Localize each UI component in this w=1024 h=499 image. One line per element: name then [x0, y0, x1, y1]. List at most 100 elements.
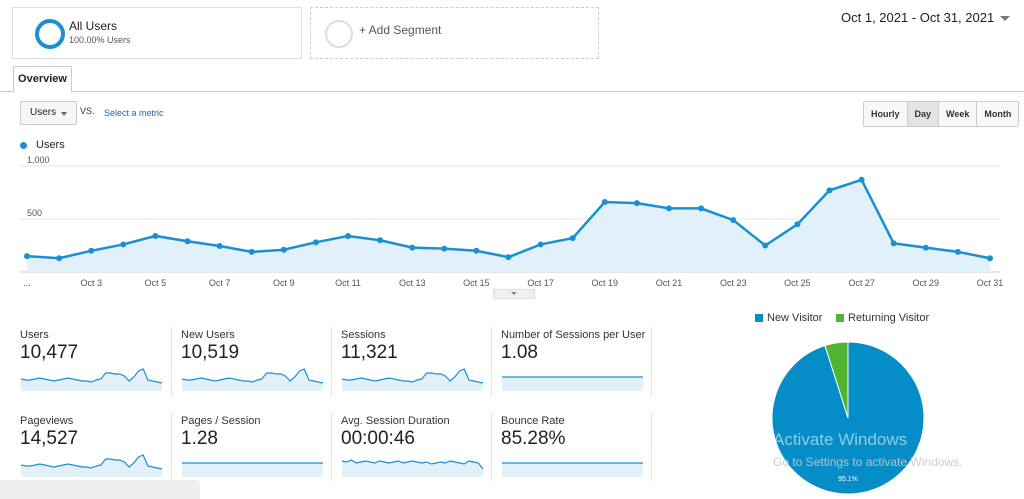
- y-tick-label: 1,000: [27, 155, 50, 165]
- sparkline-area: [502, 377, 643, 391]
- x-tick-label: Oct 11: [335, 278, 361, 288]
- week-button[interactable]: Week: [939, 102, 978, 126]
- kpi-value: 85.28%: [501, 428, 566, 449]
- data-point[interactable]: [312, 239, 319, 246]
- kpi-value: 11,321: [341, 342, 398, 363]
- kpi-pageviews[interactable]: Pageviews 14,527: [20, 415, 170, 477]
- data-point[interactable]: [537, 241, 544, 248]
- x-tick-label: Oct 9: [273, 278, 295, 288]
- data-point[interactable]: [216, 243, 223, 250]
- kpi-bounce-rate[interactable]: Bounce Rate 85.28%: [501, 415, 651, 477]
- sparkline: [182, 462, 323, 477]
- tab-overview[interactable]: Overview: [13, 66, 72, 93]
- data-point[interactable]: [601, 199, 608, 206]
- x-tick-label: Oct 29: [913, 278, 940, 288]
- data-point[interactable]: [88, 247, 95, 254]
- data-point[interactable]: [409, 244, 416, 251]
- kpi-sessions[interactable]: Sessions 11,321: [341, 329, 491, 391]
- kpi-new-users[interactable]: New Users 10,519: [181, 329, 331, 391]
- data-point[interactable]: [890, 240, 897, 247]
- metric-select-label: Users: [30, 107, 57, 118]
- day-button[interactable]: Day: [907, 102, 940, 126]
- data-point[interactable]: [762, 242, 769, 249]
- x-tick-label: Oct 5: [145, 278, 167, 288]
- data-point[interactable]: [826, 187, 833, 194]
- sparkline-line: [20, 454, 163, 470]
- data-point[interactable]: [698, 205, 705, 212]
- x-tick-label: Oct 17: [527, 278, 554, 288]
- data-point[interactable]: [56, 255, 63, 262]
- data-point[interactable]: [473, 247, 480, 254]
- kpi-value: 10,519: [181, 342, 240, 363]
- data-point[interactable]: [377, 237, 384, 244]
- sparkline: [502, 376, 643, 391]
- kpi-name: Number of Sessions per User: [501, 329, 646, 341]
- segment-all-users[interactable]: All Users 100.00% Users: [12, 7, 302, 59]
- bottom-scrollbar[interactable]: [0, 480, 200, 499]
- x-tick-label: Oct 23: [720, 278, 747, 288]
- x-tick-label: Oct 3: [80, 278, 102, 288]
- data-point[interactable]: [248, 248, 255, 255]
- pie-slice-returning-visitor[interactable]: [824, 341, 849, 419]
- kpi-value: 1.28: [181, 428, 218, 449]
- chevron-down-icon: [511, 292, 517, 295]
- chart-collapse-handle[interactable]: [493, 289, 535, 299]
- divider: [171, 412, 172, 482]
- legend-label: New Visitor: [767, 312, 823, 324]
- kpi-users[interactable]: Users 10,477: [20, 329, 170, 391]
- divider: [491, 412, 492, 482]
- series-color-dot: [20, 142, 27, 149]
- data-point[interactable]: [505, 254, 512, 261]
- kpi-name: Users: [20, 329, 49, 341]
- metric-select[interactable]: Users: [20, 101, 77, 125]
- vs-label: VS.: [80, 106, 95, 116]
- data-point[interactable]: [954, 248, 961, 255]
- select-metric-link[interactable]: Select a metric: [104, 108, 164, 118]
- data-point[interactable]: [858, 176, 865, 183]
- sparkline-area: [342, 460, 483, 477]
- kpi-sessions-per-user[interactable]: Number of Sessions per User 1.08: [501, 329, 651, 391]
- add-segment-ring-icon: [325, 20, 353, 48]
- data-point[interactable]: [633, 200, 640, 207]
- sparkline-area: [21, 369, 162, 391]
- chevron-down-icon[interactable]: [1000, 16, 1010, 21]
- data-point[interactable]: [794, 221, 801, 228]
- kpi-pages-per-session[interactable]: Pages / Session 1.28: [181, 415, 331, 477]
- add-segment-button[interactable]: + Add Segment: [310, 7, 599, 59]
- sparkline-line: [20, 368, 163, 384]
- date-range-picker[interactable]: Oct 1, 2021 - Oct 31, 2021: [841, 10, 995, 25]
- kpi-name: Pages / Session: [181, 415, 261, 427]
- data-point[interactable]: [280, 246, 287, 253]
- legend-label: Returning Visitor: [848, 312, 930, 324]
- data-point[interactable]: [152, 232, 159, 239]
- data-point[interactable]: [120, 241, 127, 248]
- data-point[interactable]: [24, 253, 30, 260]
- chevron-down-icon: [61, 112, 67, 116]
- data-point[interactable]: [345, 232, 351, 239]
- data-point[interactable]: [730, 217, 737, 224]
- kpi-name: Bounce Rate: [501, 415, 565, 427]
- watermark-title: Activate Windows: [773, 430, 908, 449]
- data-point[interactable]: [987, 255, 993, 262]
- sparkline-line: [181, 368, 324, 384]
- hourly-button[interactable]: Hourly: [864, 102, 908, 126]
- granularity-buttons: Hourly Day Week Month: [863, 101, 1020, 127]
- data-point[interactable]: [184, 238, 191, 245]
- month-button[interactable]: Month: [977, 102, 1019, 126]
- users-line-chart: 1,000 500... Oct 3 Oct 5 Oct 7 Oct 9 Oct 11 Oct…: [20, 155, 1003, 288]
- data-point[interactable]: [441, 245, 448, 252]
- data-point[interactable]: [666, 205, 672, 212]
- data-point[interactable]: [922, 244, 929, 251]
- x-tick-label: Oct 15: [463, 278, 490, 288]
- data-point[interactable]: [569, 235, 576, 242]
- kpi-value: 00:00:46: [341, 428, 415, 449]
- sparkline-area: [182, 463, 323, 477]
- kpi-value: 1.08: [501, 342, 538, 363]
- divider: [491, 326, 492, 396]
- legend-new-visitor: New Visitor: [755, 312, 822, 324]
- kpi-avg-session-duration[interactable]: Avg. Session Duration 00:00:46: [341, 415, 491, 477]
- kpi-name: New Users: [181, 329, 235, 341]
- kpi-value: 10,477: [20, 342, 79, 363]
- sparkline-line: [341, 368, 484, 384]
- kpi-name: Sessions: [341, 329, 386, 341]
